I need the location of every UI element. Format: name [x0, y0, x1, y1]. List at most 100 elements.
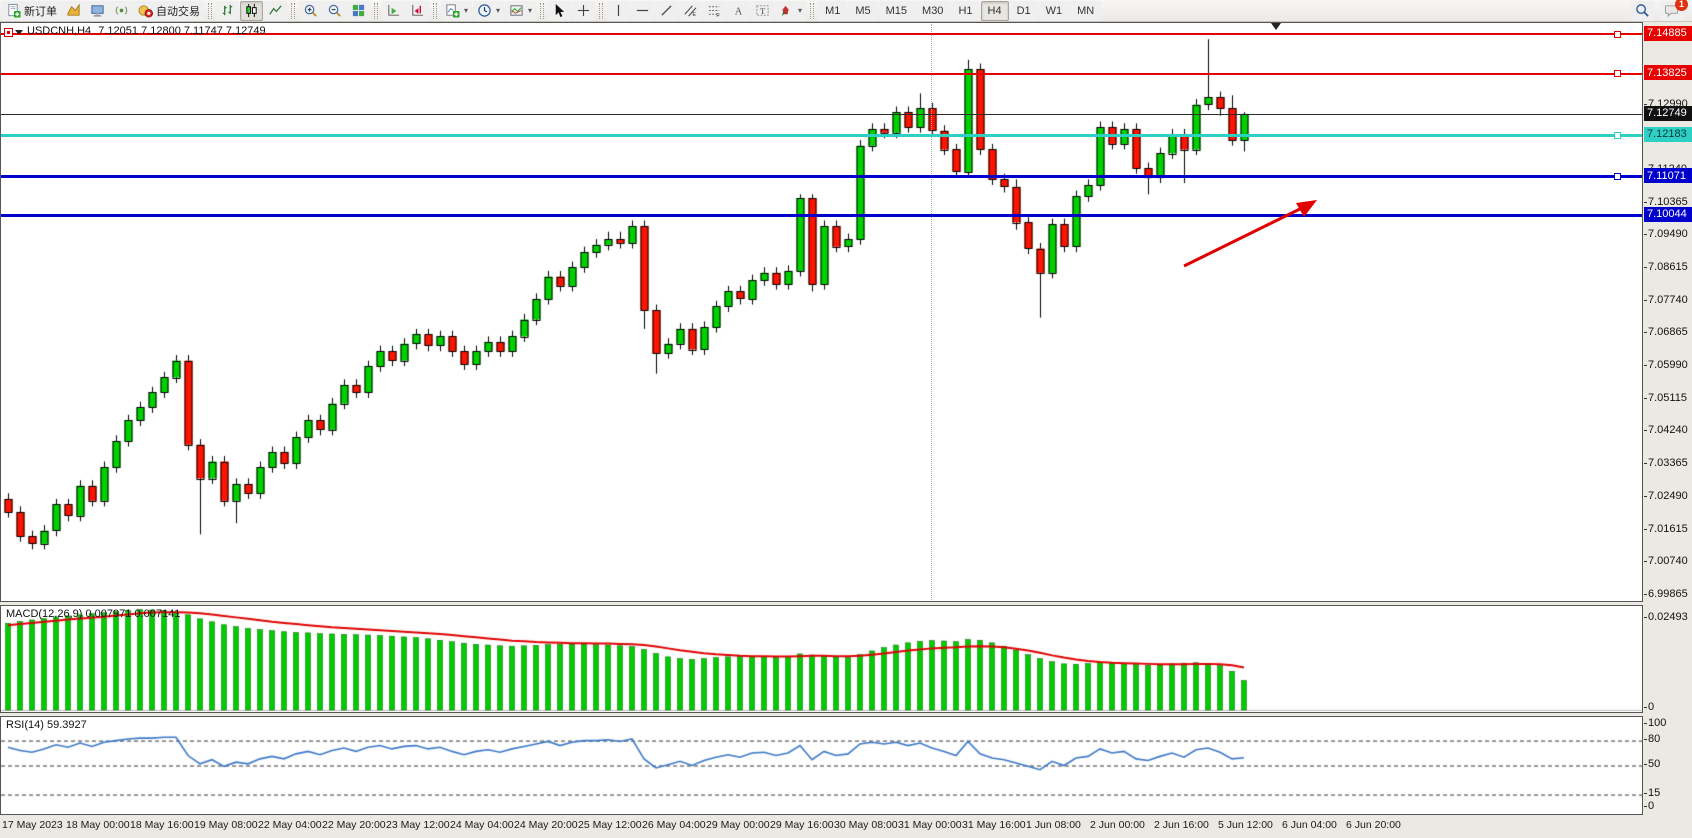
time-axis-label: 19 May 08:00 [194, 819, 258, 831]
rsi-canvas[interactable] [1, 717, 1642, 814]
horizontal-line-object[interactable] [1, 33, 1642, 36]
chart-shift-button[interactable] [406, 0, 429, 21]
search-button[interactable] [1631, 0, 1654, 21]
toolbar-grip [291, 2, 295, 19]
profiles-button[interactable] [86, 0, 109, 21]
toolbar-grip [540, 2, 545, 19]
text-button[interactable]: A [727, 0, 751, 21]
macd-label: MACD(12,26,9) 0.007971 0.007141 [6, 608, 180, 620]
line-chart-button[interactable] [264, 0, 287, 21]
macd-scale-label: 0.02493 [1644, 611, 1688, 623]
line-handle[interactable] [1614, 173, 1621, 181]
zoom-out-button[interactable] [323, 0, 346, 21]
autotrading-icon [138, 5, 153, 18]
cursor-icon [555, 3, 565, 18]
chart-title: USDCNH,H4 7.12051 7.12800 7.11747 7.1274… [27, 25, 270, 37]
fibonacci-button[interactable]: F [703, 0, 727, 21]
time-axis-label: 2 Jun 00:00 [1090, 819, 1145, 831]
vertical-line-button[interactable] [607, 0, 631, 21]
tile-windows-button[interactable] [347, 0, 370, 21]
new-chart-button[interactable] [62, 0, 85, 21]
bar-chart-icon [222, 4, 233, 16]
candlestick-chart-icon [246, 3, 257, 18]
cursor-button[interactable] [548, 0, 572, 21]
line-handle[interactable] [1614, 70, 1621, 78]
zoom-in-button[interactable] [299, 0, 322, 21]
auto-scroll-icon [388, 4, 400, 16]
autotrading-button[interactable]: 自动交易 [134, 0, 204, 21]
timeframe-h4-button[interactable]: H4 [980, 0, 1009, 21]
time-axis-label: 29 May 16:00 [770, 819, 834, 831]
templates-dropdown-button[interactable]: ▾ [505, 0, 537, 21]
clock-icon [478, 4, 491, 17]
rsi-scale-label: 15 [1643, 787, 1661, 800]
horizontal-line-object[interactable] [1, 72, 1642, 75]
toolbar-grip [208, 2, 212, 19]
time-axis-label: 22 May 04:00 [258, 819, 322, 831]
price-tick-label: 7.04240 [1644, 424, 1688, 437]
rsi-scale-label: 100 [1643, 716, 1667, 729]
price-tick-label: 7.07740 [1644, 293, 1688, 306]
dropdown-caret-icon: ▾ [528, 6, 533, 15]
candlestick-canvas[interactable] [1, 23, 1642, 601]
equidistant-channel-button[interactable]: E [679, 0, 703, 21]
timeframe-m30-button[interactable]: M30 [915, 0, 951, 21]
svg-text:E: E [692, 12, 696, 18]
chart-expand-marker[interactable] [4, 27, 26, 37]
candlestick-chart-button[interactable] [240, 0, 263, 21]
new-order-button[interactable]: 新订单 [2, 0, 61, 21]
macd-indicator-pane[interactable]: MACD(12,26,9) 0.007971 0.007141 [0, 605, 1643, 713]
line-handle[interactable] [1614, 131, 1621, 139]
price-line-badge: 7.11071 [1644, 168, 1692, 184]
horizontal-line-object[interactable] [1, 113, 1642, 115]
fibonacci-icon: F [708, 6, 720, 18]
bar-chart-button[interactable] [216, 0, 239, 21]
vertical-line-icon [617, 4, 620, 17]
zoom-out-icon [328, 4, 341, 17]
svg-text:A: A [735, 6, 743, 17]
macd-scale-label: 0 [1643, 701, 1655, 713]
indicators-dropdown-button[interactable]: ▾ [441, 0, 473, 21]
time-axis-label: 18 May 16:00 [130, 819, 194, 831]
autotrading-label: 自动交易 [156, 5, 200, 18]
new-order-icon [8, 3, 21, 18]
trendline-button[interactable] [655, 0, 679, 21]
zoom-in-icon [304, 4, 317, 17]
chart-shift-marker-icon[interactable] [1271, 23, 1281, 30]
rsi-indicator-pane[interactable]: RSI(14) 59.3927 [0, 716, 1643, 815]
trend-arrow[interactable] [1, 23, 1642, 601]
toolbar: 新订单 自动交易 [0, 0, 1692, 22]
price-chart-pane[interactable]: USDCNH,H4 7.12051 7.12800 7.11747 7.1274… [0, 22, 1643, 602]
svg-text:T: T [760, 6, 765, 16]
new-order-label: 新订单 [24, 5, 57, 18]
auto-scroll-button[interactable] [382, 0, 405, 21]
crosshair-button[interactable] [572, 0, 596, 21]
timeframe-m5-button[interactable]: M5 [848, 0, 878, 21]
price-axis[interactable]: 7.147407.138657.129907.121157.112407.103… [1643, 22, 1692, 816]
horizontal-line-object[interactable] [1, 175, 1642, 179]
time-axis-label: 30 May 08:00 [834, 819, 898, 831]
text-label-button[interactable]: T [751, 0, 775, 21]
rsi-scale-label: 80 [1643, 733, 1661, 746]
time-axis-label: 24 May 20:00 [514, 819, 578, 831]
arrows-dropdown-button[interactable]: ▾ [775, 0, 807, 21]
line-handle[interactable] [1614, 30, 1621, 38]
timeframe-mn-button[interactable]: MN [1070, 0, 1102, 21]
horizontal-line-object[interactable] [1, 133, 1642, 137]
periods-dropdown-button[interactable]: ▾ [473, 0, 505, 21]
time-axis[interactable]: 17 May 2023 18 May 00:00 18 May 16:00 19 Ma… [0, 816, 1692, 838]
notifications-button[interactable]: 1 [1660, 0, 1688, 21]
macd-canvas[interactable] [1, 606, 1642, 712]
profiles-icon [91, 5, 104, 17]
timeframe-d1-button[interactable]: D1 [1009, 0, 1038, 21]
time-axis-label: 1 Jun 08:00 [1026, 819, 1081, 831]
time-axis-label: 24 May 04:00 [450, 819, 514, 831]
horizontal-line-button[interactable] [631, 0, 655, 21]
timeframe-h1-button[interactable]: H1 [951, 0, 980, 21]
horizontal-line-object[interactable] [1, 213, 1642, 217]
timeframe-w1-button[interactable]: W1 [1038, 0, 1070, 21]
timeframe-m15-button[interactable]: M15 [878, 0, 915, 21]
signals-button[interactable] [110, 0, 133, 21]
timeframe-m1-button[interactable]: M1 [818, 0, 848, 21]
